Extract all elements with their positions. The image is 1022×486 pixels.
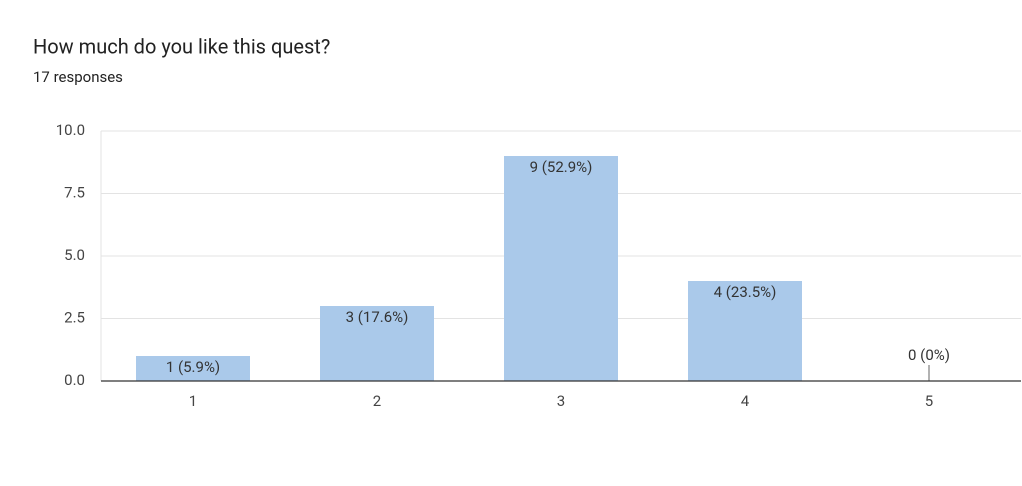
value-label: 3 (17.6%) [346,308,409,326]
y-tick-label: 0.0 [64,371,85,389]
value-label: 1 (5.9%) [166,358,220,376]
bar [320,306,434,381]
bar [688,281,802,381]
value-label: 9 (52.9%) [530,158,593,176]
bar [136,356,250,381]
y-tick-label: 7.5 [64,183,85,201]
y-tick-label: 5.0 [64,246,85,264]
value-label: 0 (0%) [908,346,950,364]
value-label: 4 (23.5%) [714,283,777,301]
x-tick-label: 4 [741,392,750,410]
x-tick-label: 5 [925,392,933,410]
x-tick-label: 1 [189,392,197,410]
x-tick-label: 3 [557,392,565,410]
chart-title: How much do you like this quest? [33,34,330,58]
x-tick-label: 2 [373,392,381,410]
y-tick-label: 2.5 [64,308,85,326]
y-tick-label: 10.0 [56,121,85,139]
bar [504,156,618,381]
chart-subtitle: 17 responses [33,68,123,86]
